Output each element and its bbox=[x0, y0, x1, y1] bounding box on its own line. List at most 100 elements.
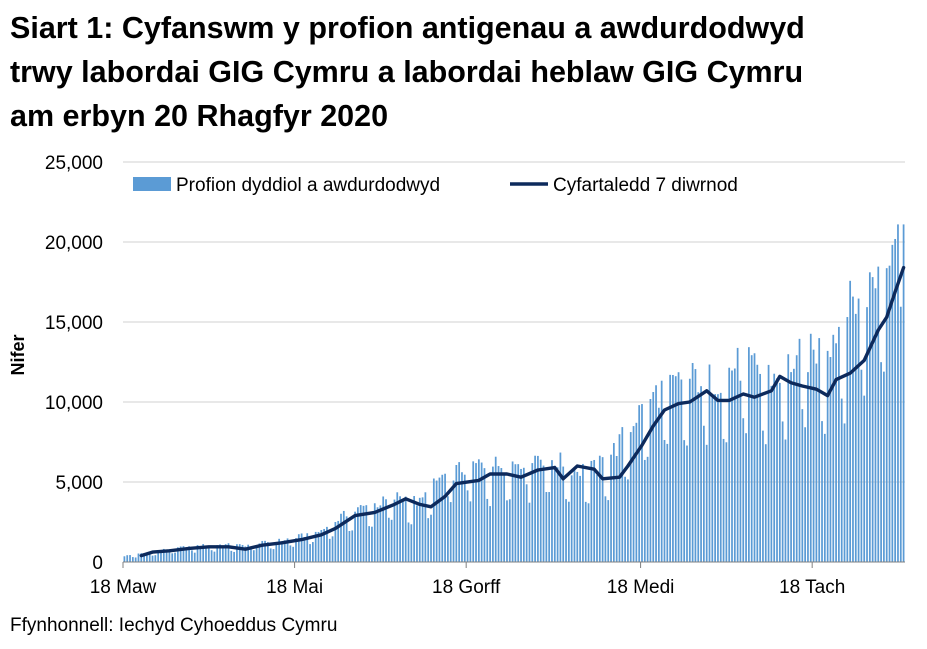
daily-test-bar bbox=[227, 543, 230, 562]
daily-test-bar bbox=[216, 545, 219, 562]
x-tick-label: 18 Maw bbox=[90, 577, 157, 598]
daily-test-bar bbox=[472, 461, 475, 562]
daily-test-bar bbox=[804, 427, 807, 562]
daily-test-bar bbox=[719, 392, 722, 562]
daily-test-bar bbox=[351, 530, 354, 562]
daily-test-bar bbox=[387, 517, 390, 562]
daily-test-bar bbox=[348, 531, 351, 562]
daily-test-bar bbox=[576, 471, 579, 562]
daily-test-bar bbox=[458, 462, 461, 562]
daily-test-bar bbox=[281, 541, 283, 562]
daily-test-bar bbox=[818, 338, 821, 562]
daily-test-bar bbox=[750, 355, 753, 562]
daily-test-bar bbox=[812, 349, 815, 562]
daily-test-bar bbox=[475, 463, 477, 562]
daily-test-bar bbox=[854, 313, 857, 562]
daily-test-bar bbox=[551, 460, 553, 562]
daily-test-bar bbox=[621, 427, 624, 562]
daily-test-bar bbox=[286, 538, 289, 562]
daily-test-bar bbox=[503, 472, 506, 562]
daily-test-bar bbox=[191, 550, 193, 562]
daily-test-bar bbox=[289, 545, 292, 562]
daily-test-bar bbox=[902, 224, 905, 562]
daily-test-bar bbox=[838, 326, 840, 562]
daily-test-bar bbox=[424, 492, 427, 562]
daily-test-bar bbox=[823, 433, 826, 562]
daily-test-bar bbox=[244, 546, 247, 562]
daily-test-bar bbox=[793, 368, 795, 562]
daily-test-bar bbox=[545, 492, 548, 562]
daily-test-bar bbox=[382, 496, 385, 562]
daily-test-bar bbox=[317, 531, 320, 562]
daily-test-bar bbox=[553, 465, 556, 562]
daily-test-bar bbox=[494, 456, 497, 562]
daily-test-bar bbox=[413, 496, 416, 562]
daily-test-bar bbox=[328, 538, 331, 562]
daily-test-bar bbox=[368, 526, 370, 562]
daily-test-bar bbox=[798, 338, 801, 562]
daily-test-bar bbox=[863, 395, 866, 562]
daily-test-bar bbox=[835, 343, 837, 562]
daily-test-bar bbox=[193, 552, 196, 562]
daily-test-bar bbox=[182, 546, 185, 562]
y-tick-label: 15,000 bbox=[45, 313, 103, 334]
daily-test-bar bbox=[174, 552, 176, 562]
daily-test-bar bbox=[323, 528, 325, 562]
daily-test-bar bbox=[756, 364, 759, 562]
daily-test-bar bbox=[160, 550, 162, 562]
daily-test-bar bbox=[393, 499, 396, 562]
daily-test-bar bbox=[846, 317, 849, 562]
daily-test-bar bbox=[708, 364, 711, 562]
x-tick-label: 18 Medi bbox=[607, 577, 675, 598]
daily-test-bar bbox=[444, 473, 446, 562]
daily-test-bar bbox=[694, 369, 697, 562]
daily-test-bar bbox=[359, 505, 362, 562]
daily-test-bar bbox=[230, 550, 233, 562]
daily-test-bar bbox=[506, 500, 508, 562]
daily-test-bar bbox=[312, 542, 314, 562]
daily-test-bar bbox=[565, 499, 567, 562]
daily-test-bar bbox=[604, 496, 607, 562]
daily-test-bar bbox=[241, 544, 244, 562]
daily-test-bar bbox=[829, 357, 832, 562]
daily-test-bar bbox=[416, 505, 418, 562]
daily-test-bar bbox=[885, 268, 888, 562]
daily-test-bar bbox=[618, 434, 621, 562]
daily-test-bar bbox=[176, 547, 179, 562]
daily-test-bar bbox=[252, 550, 255, 562]
daily-test-bar bbox=[725, 442, 728, 562]
daily-test-bar bbox=[638, 405, 641, 562]
daily-test-bar bbox=[899, 306, 902, 562]
seven-day-average-polyline bbox=[139, 265, 906, 558]
daily-test-bar bbox=[309, 544, 311, 562]
daily-test-bar bbox=[188, 546, 190, 562]
daily-test-bar bbox=[511, 461, 514, 562]
daily-test-bar bbox=[649, 399, 652, 562]
daily-test-bar bbox=[542, 465, 545, 562]
daily-test-bar bbox=[129, 555, 131, 562]
daily-test-bar bbox=[185, 548, 188, 562]
daily-test-bar bbox=[407, 522, 410, 562]
daily-test-bar bbox=[306, 533, 309, 562]
daily-test-bar bbox=[492, 466, 494, 562]
daily-test-bar bbox=[652, 392, 655, 562]
daily-test-bar bbox=[489, 506, 491, 562]
daily-test-bar bbox=[292, 546, 295, 562]
daily-test-bar bbox=[860, 369, 863, 562]
daily-test-bar bbox=[894, 238, 897, 563]
daily-test-bar bbox=[402, 499, 404, 562]
daily-test-bar bbox=[641, 404, 643, 562]
daily-test-bar bbox=[162, 548, 165, 562]
daily-test-bar bbox=[410, 524, 413, 562]
daily-test-bar bbox=[598, 455, 601, 562]
daily-test-bar bbox=[562, 466, 565, 562]
daily-test-bar bbox=[447, 496, 449, 562]
daily-test-bar bbox=[357, 507, 359, 562]
daily-test-bar bbox=[143, 553, 145, 562]
daily-test-bar bbox=[497, 466, 500, 562]
daily-test-bar bbox=[683, 440, 686, 562]
daily-test-bar bbox=[342, 510, 345, 562]
daily-test-bar bbox=[390, 519, 393, 562]
daily-test-bar bbox=[764, 444, 767, 562]
daily-test-bar bbox=[278, 538, 280, 562]
